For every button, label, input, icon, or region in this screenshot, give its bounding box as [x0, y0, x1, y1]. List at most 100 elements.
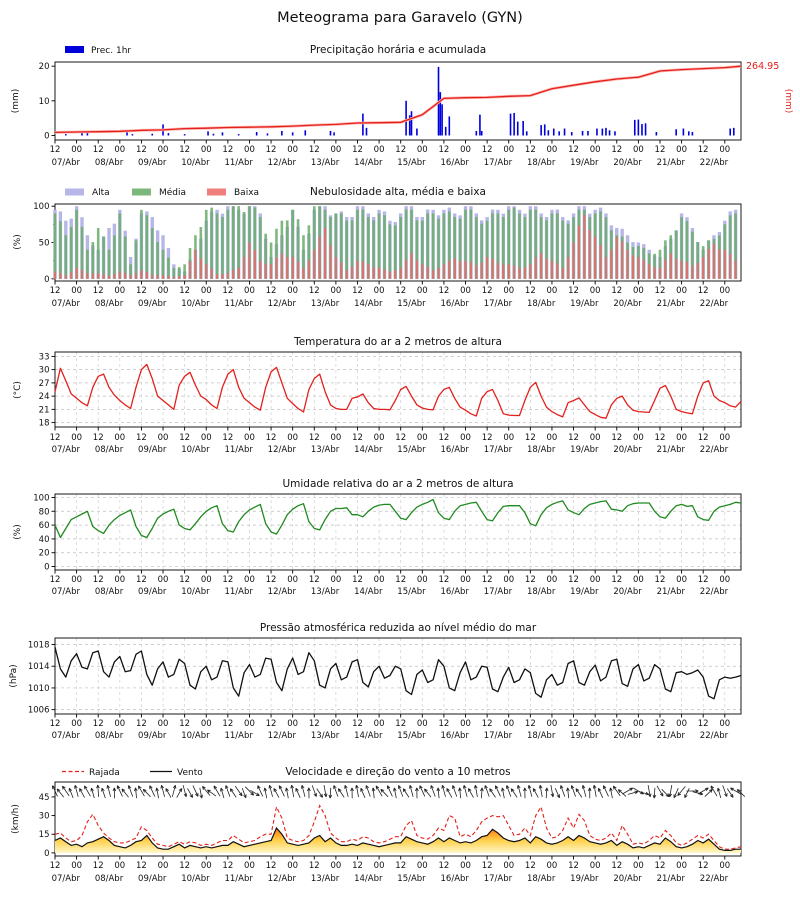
wind-direction-arrow [598, 787, 604, 798]
precip-bar [675, 129, 677, 136]
precip-bar [183, 134, 186, 136]
precip-bar [362, 113, 364, 136]
wind-direction-arrow [285, 787, 289, 799]
cloud-bar-baixa [664, 259, 667, 279]
cloud-bar-média [556, 213, 559, 279]
xtick-hour-label: 12 [222, 145, 233, 155]
wind-direction-arrow [592, 784, 597, 797]
cloud-bar-baixa [637, 257, 640, 279]
precip-bar [525, 131, 528, 136]
xtick-date-label: 16/Abr [441, 731, 470, 741]
xtick-date-label: 17/Abr [484, 587, 513, 597]
xtick-date-label: 14/Abr [354, 445, 383, 455]
precip-bar [522, 120, 524, 136]
cloud-bar-média [86, 249, 89, 279]
cloud-bar-baixa [124, 273, 127, 279]
panel-wind: Rajada Vento Velocidade e direção do ven… [11, 766, 746, 884]
cloud-bar-baixa [361, 261, 364, 279]
cloud-bar-baixa [410, 253, 413, 279]
precip-bar [207, 131, 209, 136]
precip-bar [729, 128, 731, 136]
ytick-label: 1018 [28, 641, 50, 651]
cloud-bar-baixa [621, 241, 624, 279]
xtick-hour-label: 12 [395, 433, 406, 443]
cloud-bar-média [59, 221, 62, 279]
ytick-label: 100 [33, 202, 49, 212]
xtick-hour-label: 12 [698, 575, 709, 585]
wind-direction-arrow [355, 784, 359, 797]
xtick-hour-label: 00 [374, 433, 385, 443]
cloud-bar-baixa [680, 260, 683, 279]
cloud-bar-média [199, 227, 203, 279]
xtick-hour-label: 00 [330, 575, 341, 585]
xtick-hour-label: 12 [525, 145, 536, 155]
wind-direction-arrow [187, 788, 193, 798]
xtick-hour-label: 12 [179, 433, 190, 443]
xtick-hour-label: 12 [136, 433, 147, 443]
cloud-bar-média [248, 206, 251, 279]
xtick-date-label: 14/Abr [354, 158, 383, 168]
cloud-bar-baixa [113, 274, 116, 279]
wind-direction-arrow [736, 789, 746, 797]
xtick-hour-label: 00 [590, 145, 601, 155]
cloud-bar-baixa [275, 257, 278, 279]
wind-direction-arrow [116, 785, 123, 797]
cloud-bar-baixa [156, 275, 159, 279]
panel-cloudiness: Alta Média Baixa Nebulosidade alta, médi… [13, 186, 742, 309]
xtick-date-label: 21/Abr [657, 587, 686, 597]
cloud-bar-baixa [734, 260, 737, 279]
xtick-date-label: 12/Abr [268, 445, 297, 455]
precip-bar [221, 132, 224, 136]
xtick-date-label: 10/Abr [181, 874, 210, 884]
xtick-hour-label: 00 [503, 286, 514, 296]
xtick-hour-label: 00 [503, 575, 514, 585]
cloud-bar-média [534, 209, 538, 279]
clouds-legend-label-baixa: Baixa [234, 188, 259, 198]
cloud-bar-baixa [210, 268, 213, 279]
xtick-hour-label: 12 [525, 286, 536, 296]
wind-direction-arrow [268, 784, 273, 797]
cloud-bar-média [437, 218, 440, 279]
xtick-hour-label: 12 [655, 145, 666, 155]
cloud-bar-média [334, 213, 338, 279]
xtick-hour-label: 12 [266, 719, 277, 729]
xtick-date-label: 14/Abr [354, 731, 383, 741]
temp-ylabel: (°C) [13, 381, 23, 399]
xtick-date-label: 13/Abr [311, 874, 340, 884]
wind-direction-arrow [726, 788, 734, 798]
cloud-bar-média [469, 209, 473, 279]
panel-precipitation: Prec. 1hr Precipitação horária e acumula… [11, 44, 793, 168]
xtick-hour-label: 00 [244, 575, 255, 585]
cloud-bar-média [383, 215, 386, 279]
cloud-bar-baixa [307, 260, 310, 279]
cloud-bar-média [512, 207, 516, 279]
precip-bar [408, 115, 411, 136]
cloud-bar-baixa [264, 263, 267, 279]
precip-bar [516, 121, 519, 136]
xtick-hour-label: 00 [633, 286, 644, 296]
wind-direction-arrow [581, 784, 587, 797]
clouds-ylabel: (%) [13, 234, 23, 250]
cloud-bar-baixa [415, 260, 418, 279]
xtick-date-label: 09/Abr [138, 445, 167, 455]
precip-bar [126, 132, 128, 136]
xtick-date-label: 18/Abr [527, 731, 556, 741]
cloud-bar-baixa [567, 257, 570, 279]
precip-bar [439, 92, 442, 136]
page-title: Meteograma para Garavelo (GYN) [277, 10, 523, 26]
wind-direction-arrow [52, 785, 58, 797]
precip-bar [333, 132, 335, 136]
xtick-date-label: 09/Abr [138, 874, 167, 884]
cloud-bar-média [366, 217, 370, 279]
xtick-hour-label: 00 [114, 575, 125, 585]
xtick-hour-label: 12 [482, 719, 493, 729]
precip-bar [151, 133, 154, 136]
wind-direction-arrow [710, 785, 718, 797]
cloud-bar-média [291, 209, 294, 279]
cloud-bar-baixa [108, 275, 111, 279]
xtick-hour-label: 00 [676, 861, 687, 871]
xtick-hour-label: 12 [395, 861, 406, 871]
wind-direction-arrow [155, 787, 159, 799]
cloud-bar-baixa [626, 249, 629, 279]
xtick-date-label: 19/Abr [570, 874, 599, 884]
